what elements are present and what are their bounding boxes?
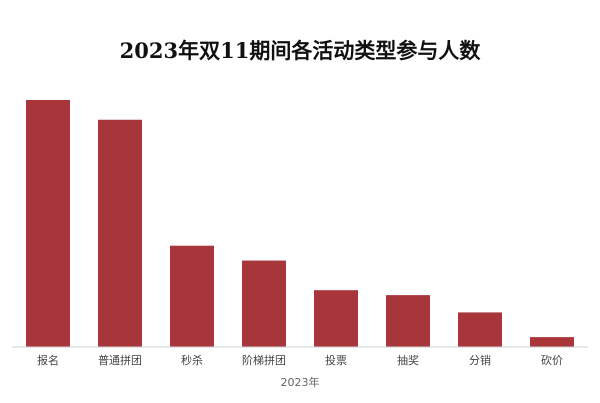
chart-title: 2023年双11期间各活动类型参与人数 — [120, 38, 482, 63]
bar-1 — [98, 119, 142, 347]
x-tick-label: 抽奖 — [397, 353, 419, 367]
bar-0 — [26, 100, 70, 347]
x-axis-label: 2023年 — [281, 375, 320, 389]
x-tick-label: 普通拼团 — [98, 353, 142, 367]
bar-5 — [386, 295, 430, 347]
x-tick-label: 阶梯拼团 — [242, 353, 286, 367]
bar-3 — [242, 260, 286, 347]
x-tick-labels: 报名 普通拼团 秒杀 阶梯拼团 投票 抽奖 分销 砍价 — [37, 353, 563, 367]
x-tick-label: 分销 — [469, 353, 491, 367]
x-tick-label: 秒杀 — [181, 353, 203, 367]
bar-4 — [314, 290, 358, 347]
bar-2 — [170, 245, 214, 347]
x-tick-label: 砍价 — [541, 353, 563, 367]
x-tick-label: 报名 — [37, 353, 59, 367]
x-tick-label: 投票 — [325, 353, 347, 367]
bars-group — [26, 100, 574, 347]
bar-7 — [530, 337, 574, 347]
bar-6 — [458, 312, 502, 347]
